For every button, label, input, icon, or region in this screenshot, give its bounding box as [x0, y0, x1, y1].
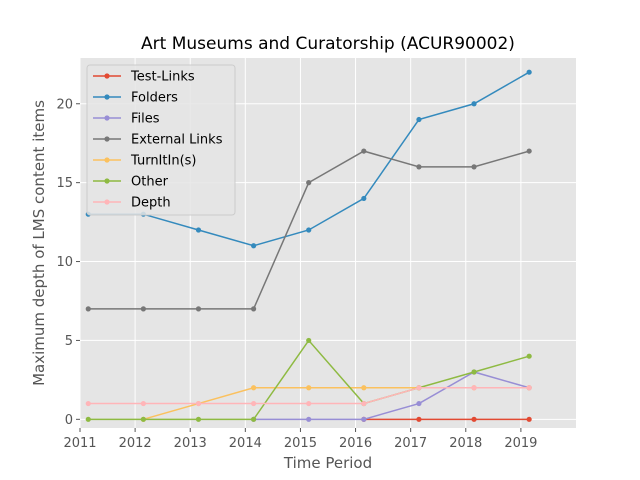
- data-point-external-links: [306, 180, 312, 186]
- legend-label: External Links: [131, 133, 223, 148]
- legend-marker: [104, 178, 110, 184]
- legend-label: Folders: [131, 91, 178, 106]
- data-point-turnitin-s: [361, 385, 367, 391]
- legend-item-depth: Depth: [93, 196, 171, 211]
- y-tick-label: 5: [65, 334, 73, 349]
- x-tick-label: 2013: [174, 436, 207, 451]
- legend-label: TurnItIn(s): [130, 154, 196, 169]
- data-point-files: [416, 400, 422, 407]
- x-tick-label: 2017: [394, 436, 427, 451]
- data-point-turnitin-s: [251, 385, 257, 391]
- data-point-files: [306, 416, 312, 422]
- legend-item-folders: Folders: [93, 91, 178, 106]
- data-point-depth: [85, 400, 91, 407]
- legend-item-external-links: External Links: [93, 133, 223, 148]
- legend-item-turnitin-s: TurnItIn(s): [93, 154, 196, 169]
- y-tick-label: 15: [56, 176, 73, 191]
- data-point-depth: [140, 400, 146, 407]
- y-axis-ticks: 0 5 10 15 20: [56, 97, 80, 428]
- data-point-other: [195, 416, 202, 422]
- x-axis-ticks: 2011 2012 2013 2014 2015 2016 2017 2018 2019: [63, 428, 537, 451]
- data-point-test-links: [416, 416, 422, 422]
- series-depth: [85, 385, 532, 407]
- x-tick-label: 2014: [229, 436, 262, 451]
- data-point-folders: [471, 101, 477, 107]
- x-tick-label: 2011: [63, 436, 96, 451]
- y-axis-label: Maximum depth of LMS content items: [30, 100, 48, 386]
- series-layer: [85, 69, 532, 422]
- chart-title: Art Museums and Curatorship (ACUR90002): [141, 34, 515, 54]
- data-point-folders: [416, 116, 422, 123]
- data-point-external-links: [416, 164, 422, 170]
- data-point-folders: [361, 195, 367, 202]
- data-point-folders: [195, 227, 202, 233]
- data-point-depth: [361, 400, 367, 407]
- data-point-folders: [526, 69, 532, 75]
- data-point-other: [306, 337, 312, 344]
- data-point-depth: [195, 400, 202, 407]
- data-point-folders: [251, 243, 257, 249]
- data-point-other: [526, 353, 532, 359]
- data-point-other: [140, 416, 146, 422]
- data-point-folders: [306, 227, 312, 233]
- y-tick-label: 20: [56, 97, 73, 112]
- series-other: [85, 337, 532, 422]
- legend-item-other: Other: [93, 175, 169, 190]
- legend-item-files: Files: [93, 112, 160, 127]
- legend-marker: [104, 94, 110, 100]
- legend-marker: [104, 115, 110, 121]
- legend-item-test-links: Test-Links: [93, 70, 195, 85]
- data-point-external-links: [195, 306, 202, 312]
- legend-label: Depth: [131, 196, 171, 211]
- data-point-depth: [251, 400, 257, 407]
- series-external-links: [85, 148, 532, 312]
- data-point-other: [471, 369, 477, 375]
- data-point-depth: [416, 385, 422, 391]
- legend-marker: [104, 73, 110, 79]
- x-tick-label: 2019: [504, 436, 537, 451]
- legend-marker: [104, 157, 110, 163]
- legend[interactable]: Test-Links Folders Files External Links Turn…: [86, 64, 236, 216]
- series-folders: [85, 69, 532, 249]
- y-tick-label: 10: [56, 255, 73, 270]
- legend-marker: [104, 199, 110, 205]
- legend-marker: [104, 136, 110, 142]
- data-point-external-links: [361, 148, 367, 154]
- x-axis-label: Time Period: [283, 454, 372, 472]
- y-tick-label: 0: [65, 413, 73, 428]
- data-point-external-links: [471, 164, 477, 170]
- data-point-files: [361, 416, 367, 422]
- legend-label: Other: [131, 175, 169, 190]
- legend-label: Test-Links: [130, 70, 195, 85]
- data-point-other: [251, 416, 257, 422]
- data-point-external-links: [140, 306, 146, 312]
- data-point-test-links: [471, 416, 477, 422]
- legend-box: [86, 64, 236, 216]
- legend-label: Files: [131, 112, 160, 127]
- data-point-test-links: [526, 416, 532, 422]
- data-point-turnitin-s: [306, 385, 312, 391]
- data-point-external-links: [526, 148, 532, 154]
- data-point-other: [85, 416, 91, 422]
- x-tick-label: 2018: [449, 436, 482, 451]
- series-line-files: [253, 371, 530, 421]
- data-point-depth: [306, 400, 312, 407]
- data-point-depth: [526, 385, 532, 391]
- x-tick-label: 2012: [119, 436, 152, 451]
- data-point-external-links: [85, 306, 91, 312]
- x-tick-label: 2015: [284, 436, 317, 451]
- data-point-depth: [471, 385, 477, 391]
- x-tick-label: 2016: [339, 436, 372, 451]
- data-point-external-links: [251, 306, 257, 312]
